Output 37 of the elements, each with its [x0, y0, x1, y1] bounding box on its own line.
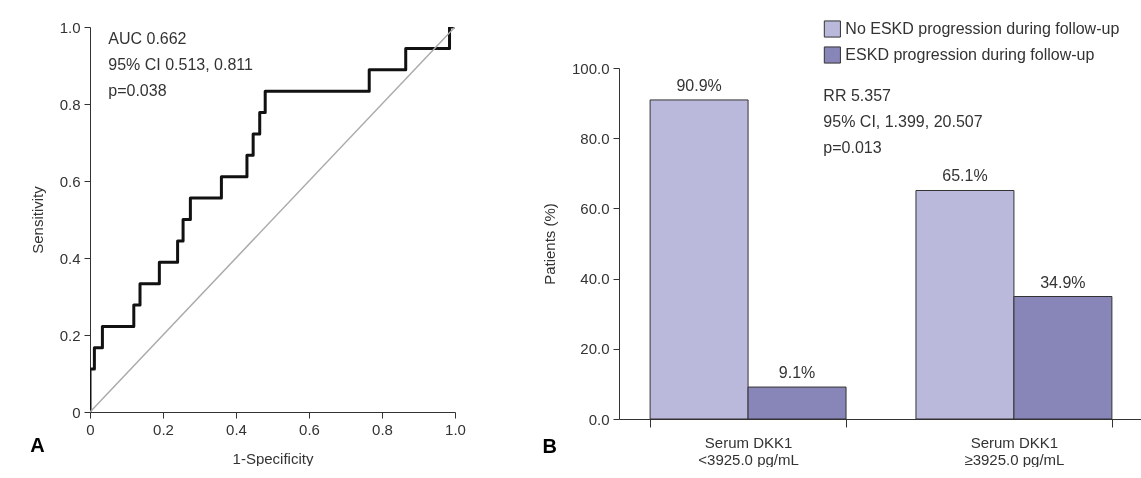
y-tick-label: 0.8	[59, 95, 81, 113]
y-axis-title: Sensitivity	[28, 185, 46, 254]
x-tick-label: 1.0	[445, 420, 466, 438]
data-label: 65.1%	[942, 167, 988, 185]
y-tick-label: 0	[72, 403, 81, 421]
legend-label: No ESKD progression during follow-up	[845, 20, 1120, 37]
y-tick-label: 80.0	[580, 129, 610, 147]
annotation: p=0.038	[108, 82, 167, 99]
data-label: 34.9%	[1040, 273, 1086, 291]
y-tick-label: 0.2	[59, 326, 81, 344]
y-tick-label: 20.0	[580, 340, 610, 358]
annotation: RR 5.357	[823, 87, 892, 104]
annotation: 95% CI 0.513, 0.811	[108, 56, 254, 73]
x-tick-label: Serum DKK1 ≥3925.0 pg/mL	[964, 433, 1065, 468]
y-tick-label: 0.6	[59, 172, 81, 190]
y-tick-label: 60.0	[580, 199, 610, 217]
y-tick-label: 0.0	[588, 410, 610, 428]
x-axis-title: 1-Specificity	[232, 449, 314, 467]
annotation: 95% CI, 1.399, 20.507	[823, 113, 983, 130]
data-label: 90.9%	[676, 76, 722, 94]
x-tick-label: 0.6	[299, 420, 320, 438]
x-tick-label: 0.4	[226, 420, 247, 438]
text: B	[542, 435, 557, 457]
y-tick-label: 100.0	[571, 59, 610, 77]
x-tick-label: Serum DKK1 <3925.0 pg/mL	[698, 433, 799, 468]
x-tick-label: 0.2	[153, 420, 174, 438]
legend-label: ESKD progression during follow-up	[845, 46, 1095, 63]
y-tick-label: 0.4	[59, 249, 81, 267]
x-tick-label: 0.8	[372, 420, 393, 438]
y-axis-title: Patients (%)	[540, 203, 558, 285]
y-tick-label: 40.0	[580, 270, 610, 288]
x-tick-label: 0	[86, 420, 95, 438]
annotation: p=0.013	[823, 139, 882, 156]
data-label: 9.1%	[778, 364, 816, 382]
y-tick-label: 1.0	[59, 18, 81, 36]
annotation: AUC 0.662	[108, 30, 187, 47]
text: A	[30, 434, 45, 456]
